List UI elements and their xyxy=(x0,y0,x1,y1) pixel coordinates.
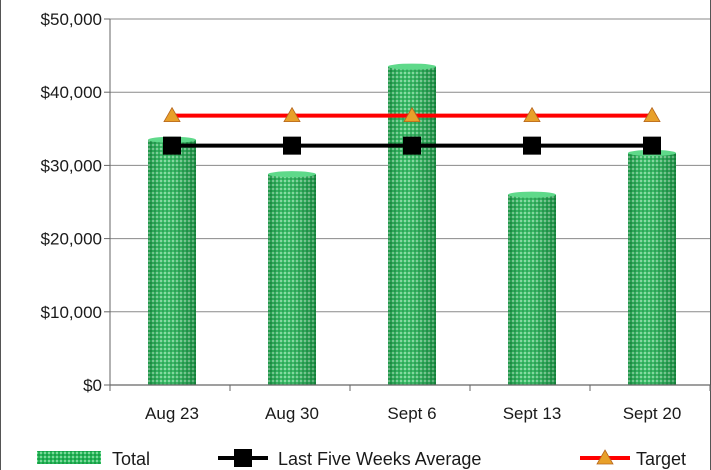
x-tick-label: Aug 30 xyxy=(265,404,319,423)
bar-top xyxy=(508,191,556,198)
legend-item: Last Five Weeks Average xyxy=(218,449,481,469)
triangle-marker xyxy=(643,106,661,123)
bar-shade xyxy=(148,139,196,385)
x-tick-label: Sept 6 xyxy=(387,404,436,423)
legend: Total Last Five Weeks Average Target xyxy=(37,449,686,469)
legend-item: Target xyxy=(580,449,686,469)
series-line xyxy=(163,106,661,123)
y-tick-label: $10,000 xyxy=(41,303,102,322)
legend-square-marker xyxy=(234,449,252,467)
bar-shade xyxy=(508,194,556,385)
legend-label: Total xyxy=(112,449,150,469)
triangle-marker xyxy=(163,106,181,123)
bar-shade xyxy=(268,174,316,385)
triangle-marker xyxy=(523,106,541,123)
bar xyxy=(628,149,676,385)
y-axis: $0 $10,000 $20,000 $30,000 $40,000 $50,000 xyxy=(41,10,111,395)
y-tick-label: $50,000 xyxy=(41,10,102,29)
y-tick-label: $20,000 xyxy=(41,230,102,249)
square-marker xyxy=(403,136,421,155)
series-lines xyxy=(163,106,661,155)
bar xyxy=(508,191,556,385)
y-tick-label: $0 xyxy=(83,376,102,395)
triangle-marker xyxy=(283,106,301,123)
bar-shade xyxy=(628,152,676,385)
x-tick-label: Sept 20 xyxy=(623,404,682,423)
square-marker xyxy=(283,136,301,155)
bar-top xyxy=(388,63,436,70)
y-tick-label: $40,000 xyxy=(41,83,102,102)
legend-label: Last Five Weeks Average xyxy=(278,449,481,469)
legend-label: Target xyxy=(636,449,686,469)
x-axis: Aug 23 Aug 30 Sept 6 Sept 13 Sept 20 xyxy=(109,384,711,423)
square-marker xyxy=(163,136,181,155)
bar xyxy=(268,171,316,385)
y-tick-label: $30,000 xyxy=(41,156,102,175)
legend-triangle-marker xyxy=(596,449,614,465)
x-tick-label: Sept 13 xyxy=(503,404,562,423)
bar xyxy=(148,136,196,385)
x-tick-label: Aug 23 xyxy=(145,404,199,423)
legend-swatch-bar xyxy=(37,451,101,464)
legend-item: Total xyxy=(37,449,150,469)
bar-top xyxy=(268,171,316,178)
square-marker xyxy=(523,136,541,155)
square-marker xyxy=(643,136,661,155)
triangle-marker xyxy=(403,106,421,123)
series-line xyxy=(163,136,661,155)
